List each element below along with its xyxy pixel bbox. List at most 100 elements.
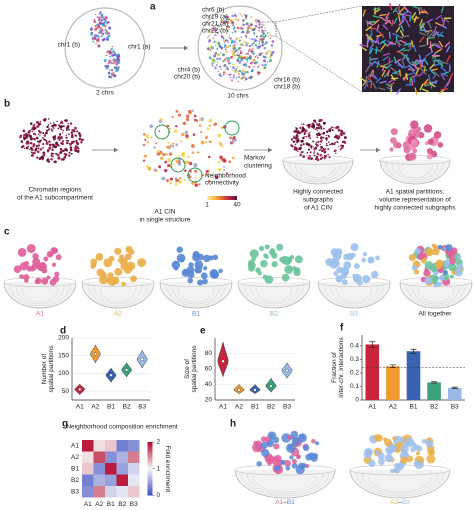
zoom-fiber — [391, 33, 400, 37]
blob — [315, 441, 320, 446]
blob — [421, 258, 427, 264]
blob — [425, 439, 434, 448]
blob — [426, 153, 433, 160]
zoom-fiber — [426, 29, 432, 36]
blob — [80, 141, 83, 144]
label: chr22 (b) — [202, 28, 228, 35]
zoom-fiber — [385, 12, 390, 19]
zoom-fiber — [420, 68, 427, 75]
blob — [247, 42, 250, 45]
blob — [217, 24, 219, 26]
blob — [323, 127, 325, 130]
blob — [340, 134, 343, 137]
x-tick-label: B1 — [410, 404, 418, 411]
caption: A2 — [114, 311, 122, 318]
bowl-mesh — [255, 287, 293, 303]
zoom-fiber — [412, 5, 420, 10]
zoom-fiber — [398, 47, 406, 52]
zoom-fiber — [406, 58, 412, 65]
heat-cell — [93, 474, 105, 486]
blob — [97, 25, 100, 28]
blob — [68, 151, 71, 154]
blob — [40, 147, 42, 150]
caption: A1 CIN — [155, 209, 176, 216]
network-node — [157, 152, 161, 156]
blob — [226, 59, 230, 63]
row-label: A1 — [71, 442, 79, 449]
blob — [318, 149, 321, 151]
blob — [299, 126, 302, 129]
blob — [246, 71, 249, 74]
blob — [263, 66, 266, 70]
blob — [249, 31, 251, 33]
zoom-fiber — [394, 72, 402, 76]
blob — [309, 151, 312, 154]
blob — [342, 132, 346, 136]
blob — [92, 40, 95, 43]
network-node — [198, 124, 202, 127]
blob — [224, 15, 228, 19]
blob — [219, 30, 221, 32]
blob — [239, 50, 242, 52]
blob — [343, 268, 349, 274]
blob — [42, 132, 45, 135]
zoom-fiber — [440, 24, 448, 29]
network-node — [177, 113, 182, 117]
y-tick-label: 80 — [205, 350, 213, 357]
blob — [241, 51, 243, 54]
zoom-fiber — [392, 6, 398, 14]
zoom-fiber — [379, 13, 387, 17]
panel-label: h — [230, 419, 236, 430]
blob — [294, 255, 303, 264]
bowl-mesh — [300, 165, 336, 179]
blob — [100, 28, 104, 32]
blob — [47, 118, 50, 120]
blob — [101, 23, 104, 26]
error-bar — [410, 348, 417, 354]
bowl-mesh — [411, 285, 461, 305]
zoom-fiber — [372, 82, 377, 90]
blob — [319, 153, 322, 157]
zoom-fiber — [401, 66, 409, 69]
blob — [59, 133, 62, 136]
bowl-mesh — [9, 283, 71, 307]
blob — [94, 25, 97, 28]
network-node — [177, 158, 181, 162]
blob — [60, 128, 63, 131]
heat-cell — [82, 451, 94, 463]
blob — [226, 45, 230, 49]
caption: subgraphs — [303, 197, 334, 204]
zoom-fiber — [400, 24, 404, 32]
blob — [375, 434, 383, 442]
blob — [241, 77, 244, 80]
zoom-fiber — [390, 74, 396, 81]
blob — [337, 146, 340, 148]
blob — [212, 26, 216, 30]
bowl — [349, 469, 451, 499]
zoom-fiber — [366, 76, 372, 82]
network-node — [171, 115, 174, 118]
blob — [301, 129, 305, 132]
network-node — [214, 175, 219, 180]
y-tick-label: 40 — [205, 381, 213, 388]
blob — [258, 26, 261, 29]
blob — [390, 128, 398, 136]
blob — [222, 53, 225, 57]
zoom-fiber — [390, 67, 397, 73]
zoom-fiber — [436, 33, 445, 37]
blob — [211, 63, 214, 65]
blob — [33, 132, 36, 136]
blob — [299, 433, 306, 440]
blob — [112, 58, 116, 61]
y-axis-label: Number of — [41, 354, 48, 385]
blob — [226, 57, 229, 60]
zoom-fiber — [385, 64, 392, 70]
blob — [384, 454, 393, 463]
y-axis-label: spatial partitions — [48, 345, 55, 393]
blob — [228, 28, 230, 31]
blob — [75, 146, 79, 150]
blob — [289, 455, 294, 460]
zoom-fiber — [399, 39, 407, 44]
zoom-fiber — [414, 87, 418, 95]
y-tick-label: 150 — [58, 352, 69, 359]
